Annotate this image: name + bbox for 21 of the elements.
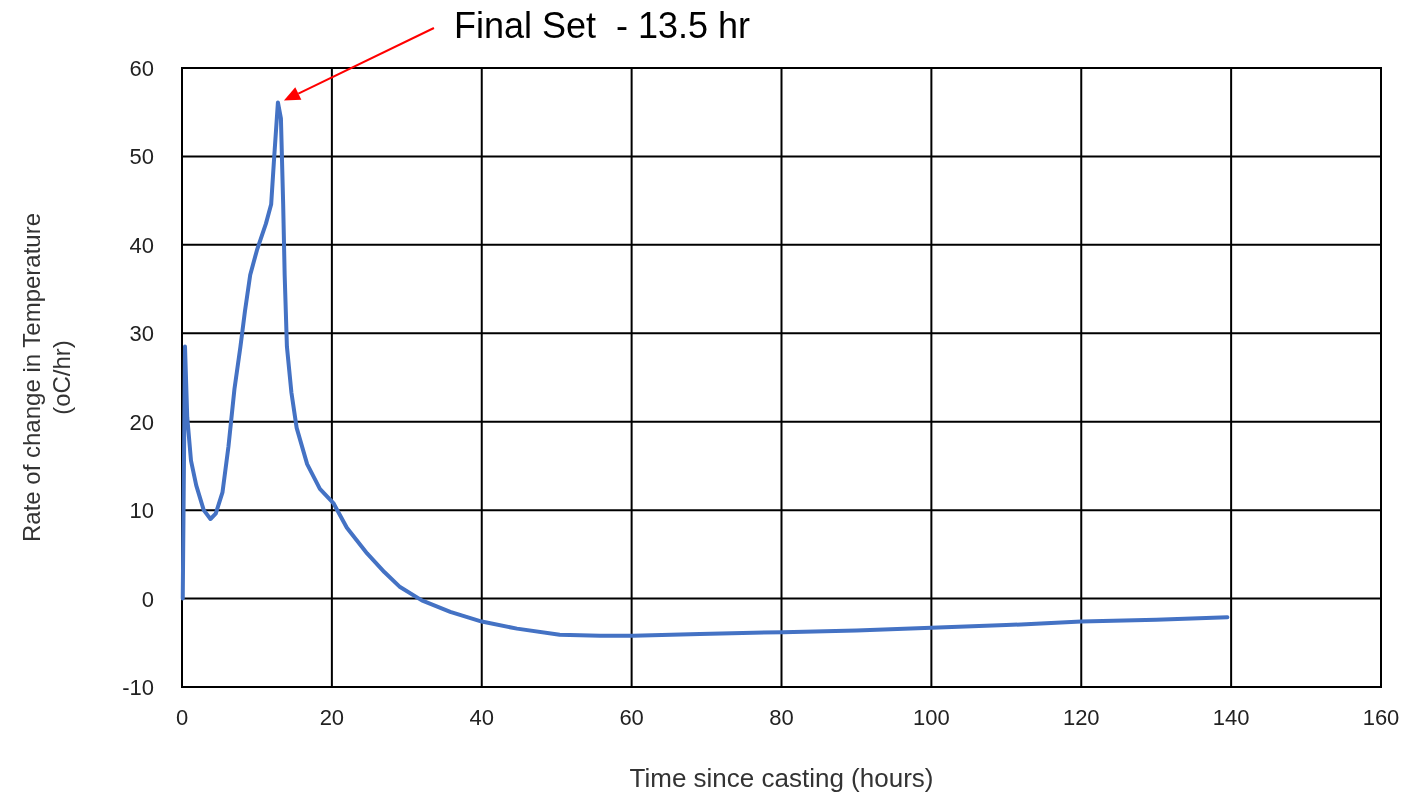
text: Final Set - 13.5 hr [453, 5, 751, 46]
x-tick-label: 20 [319, 705, 345, 730]
x-tick-label: 140 [1212, 705, 1250, 730]
y-tick-label: 30 [129, 321, 154, 347]
x-tick-label: 60 [619, 705, 644, 730]
x-tick-label: 40 [469, 705, 494, 730]
x-tick-label: 160 [1362, 705, 1400, 730]
y-tick-label: 20 [129, 409, 154, 435]
x-axis-title: Time since casting (hours) [629, 763, 934, 793]
x-tick-label: 120 [1062, 705, 1100, 730]
y-tick-label: -10 [122, 675, 154, 700]
y-tick-label: 0 [141, 586, 154, 612]
line-series [180, 100, 1230, 638]
y-tick-label: 60 [129, 56, 154, 81]
x-tick-label: 100 [913, 705, 950, 730]
x-tick-label: 0 [175, 705, 189, 730]
y-tick-label: 50 [129, 144, 154, 170]
y-tick-label: 10 [129, 498, 154, 524]
x-tick-label: 80 [769, 705, 794, 730]
y-axis-title: Rate of change in Temperature (oC/hr) [18, 212, 75, 543]
y-tick-label: 40 [129, 232, 154, 258]
